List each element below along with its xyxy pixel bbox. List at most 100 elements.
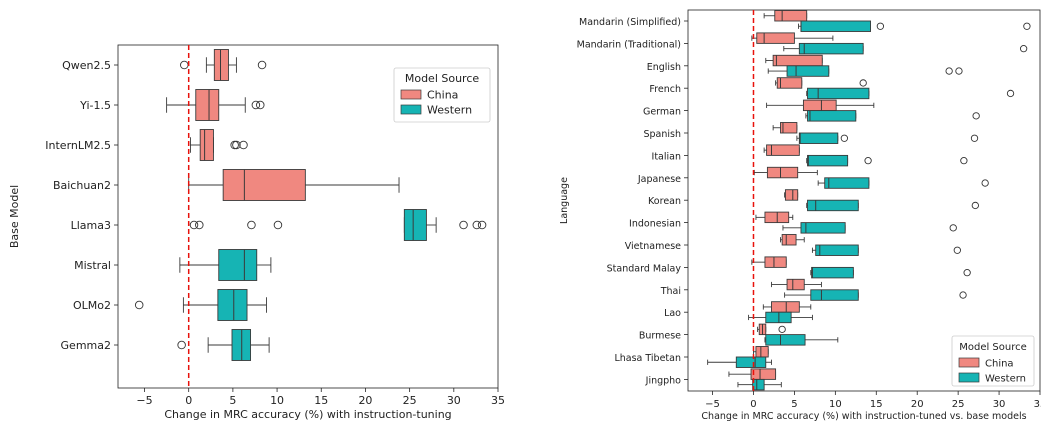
x-axis-label: Change in MRC accuracy (%) with instruct…: [701, 411, 1026, 421]
box-baichuan2-china: [188, 169, 400, 201]
box-spanish-china: [772, 122, 798, 134]
outlier-point: [459, 220, 468, 230]
y-tick-label-qwen2-5: Qwen2.5: [62, 59, 111, 72]
y-tick-label-japanese: Japanese: [637, 174, 681, 185]
iqr-box: [772, 54, 823, 67]
box-lao-china: [762, 301, 812, 313]
plot-frame: [687, 9, 1041, 392]
x-tick-label: 0: [750, 399, 756, 410]
iqr-box: [784, 189, 799, 201]
box-japanese-western: [817, 177, 989, 189]
outlier-point: [955, 67, 963, 75]
outlier-point: [195, 220, 204, 230]
outlier-point: [959, 291, 967, 299]
outlier-point: [971, 201, 979, 210]
iqr-box: [807, 154, 849, 167]
outlier-point: [963, 268, 971, 277]
outlier-point: [876, 22, 885, 30]
left-chart-panel: −5 0 5 10 15 20 25 30 35 Qwen2.5 Yi-1.5 InternLM2.5…: [8, 44, 505, 421]
y-tick-label-korean: Korean: [648, 196, 681, 207]
x-tick-label: 30: [993, 399, 1006, 410]
y-tick-label-mistral: Mistral: [74, 259, 111, 272]
iqr-box: [764, 256, 787, 268]
box-mandarin-traditional-china: [751, 32, 834, 44]
y-tick-label-vietnamese: Vietnamese: [625, 241, 681, 252]
box-standard-malay-western: [810, 266, 971, 279]
outlier-point: [189, 220, 199, 230]
y-tick-label-italian: Italian: [652, 151, 681, 162]
box-jingpho-china: [728, 368, 777, 380]
y-tick-label-llama3: Llama3: [71, 219, 111, 232]
y-tick-label-baichuan2: Baichuan2: [53, 179, 111, 192]
iqr-box: [807, 199, 859, 212]
plot-frame: [117, 44, 499, 389]
box-german-western: [805, 110, 980, 122]
box-indonesian-western: [782, 222, 957, 234]
box-mandarin-traditional-western: [783, 42, 1028, 55]
box-vietnamese-china: [780, 234, 805, 246]
y-tick-label-olmo2: OLMo2: [73, 299, 111, 312]
outlier-point: [180, 60, 189, 70]
outlier-point: [970, 134, 979, 142]
box-qwen2-5-china: [180, 49, 267, 81]
y-axis-label: Language: [559, 177, 570, 224]
box-korean-china: [784, 189, 799, 201]
outlier-point: [230, 140, 239, 150]
outlier-point: [949, 224, 957, 232]
iqr-box: [786, 65, 830, 77]
outlier-point: [134, 300, 144, 310]
x-tick-label: −5: [136, 394, 152, 407]
iqr-box: [750, 368, 777, 380]
y-tick-label-french: French: [649, 84, 681, 95]
iqr-box: [765, 334, 806, 346]
box-standard-malay-china: [751, 256, 787, 268]
y-axis-label: Base Model: [8, 185, 21, 248]
legend: Model Source China Western: [951, 335, 1035, 387]
outlier-point: [239, 140, 248, 150]
iqr-box: [815, 244, 859, 256]
outlier-point: [247, 220, 256, 230]
box-spanish-western: [796, 132, 979, 144]
box-vietnamese-western: [811, 244, 961, 256]
y-tick-label-spanish: Spanish: [643, 129, 681, 140]
box-english-china: [765, 54, 823, 67]
iqr-box: [755, 346, 769, 358]
box-thai-western: [784, 289, 967, 301]
iqr-box: [218, 249, 258, 281]
iqr-box: [213, 49, 229, 81]
outlier-point: [1006, 89, 1015, 98]
legend: Model Source China Western: [393, 67, 491, 123]
x-tick-label: 5: [791, 399, 797, 410]
box-english-western: [767, 65, 963, 77]
iqr-box: [798, 132, 839, 144]
iqr-box: [771, 301, 800, 313]
box-olmo2-western: [134, 289, 267, 321]
y-tick-label-lhasa-tibetan: Lhasa Tibetan: [614, 353, 681, 364]
box-french-china: [775, 77, 867, 89]
box-llama3-western: [189, 209, 487, 241]
box-burmese-western: [764, 334, 839, 346]
outlier-point: [257, 60, 267, 70]
iqr-box: [807, 110, 857, 122]
y-tick-label-english: English: [647, 62, 681, 73]
x-tick-label: −5: [705, 399, 720, 410]
x-tick-label: 5: [229, 394, 236, 407]
x-tick-label: 0: [185, 394, 192, 407]
iqr-box: [752, 378, 765, 391]
y-tick-label-jingpho: Jingpho: [645, 375, 682, 386]
iqr-box: [780, 122, 798, 134]
x-axis-label: Change in MRC accuracy (%) with instruct…: [164, 408, 451, 421]
outlier-point: [273, 220, 283, 230]
box-korean-western: [806, 199, 979, 212]
outlier-point: [945, 67, 953, 75]
y-tick-label-lao: Lao: [664, 308, 681, 319]
legend-label-china: China: [985, 359, 1014, 370]
y-tick-label-standard-malay: Standard Malay: [607, 263, 682, 274]
box-indonesian-china: [755, 211, 794, 224]
iqr-box: [800, 20, 871, 32]
box-mandarin-simplified-western: [798, 20, 1031, 32]
iqr-box: [199, 129, 214, 161]
box-burmese-china: [757, 323, 786, 336]
outlier-point: [960, 156, 968, 165]
